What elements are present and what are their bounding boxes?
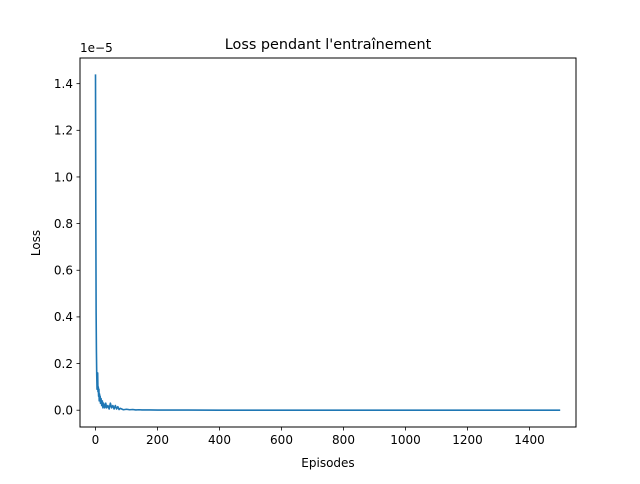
y-tick-label: 1.2	[54, 124, 73, 138]
plot-frame	[79, 57, 577, 428]
x-tick-label: 200	[146, 433, 169, 447]
x-tick-label: 400	[208, 433, 231, 447]
y-tick-label: 0.6	[54, 264, 73, 278]
y-offset-label: 1e−5	[80, 41, 113, 55]
x-tick-label: 1400	[514, 433, 545, 447]
y-tick-label: 0.2	[54, 357, 73, 371]
x-axis-ticks: 0 200 400 600 800 1000 1200 1400	[92, 427, 545, 447]
y-tick-label: 0.4	[54, 310, 73, 324]
loss-series-line	[94, 74, 561, 411]
x-tick-label: 600	[270, 433, 293, 447]
x-tick-label: 800	[332, 433, 355, 447]
y-tick-label: 1.4	[54, 77, 73, 91]
x-axis-label: Episodes	[301, 456, 354, 470]
y-axis-label: Loss	[29, 230, 43, 256]
y-tick-label: 1.0	[54, 170, 73, 184]
plot-series	[94, 74, 561, 411]
x-tick-label: 1200	[452, 433, 483, 447]
chart-title: Loss pendant l'entraînement	[225, 37, 432, 53]
x-tick-label: 1000	[390, 433, 421, 447]
y-axis-ticks: 0.0 0.2 0.4 0.6 0.8 1.0 1.2 1.4	[54, 77, 80, 418]
y-tick-label: 0.8	[54, 217, 73, 231]
x-tick-label: 0	[92, 433, 100, 447]
y-tick-label: 0.0	[54, 404, 73, 418]
